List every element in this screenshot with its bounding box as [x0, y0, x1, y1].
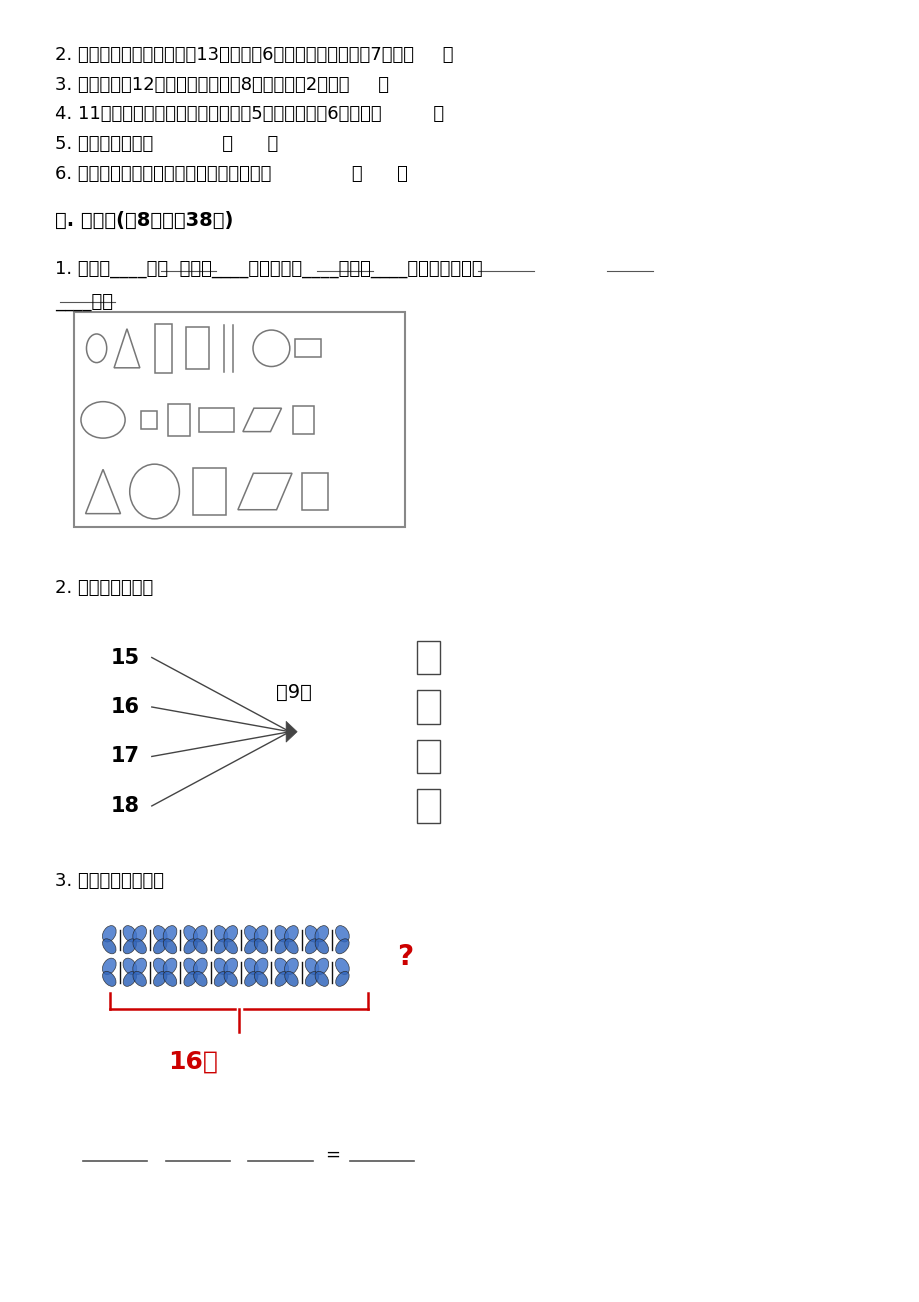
Ellipse shape	[335, 971, 349, 987]
Text: 2. 小美看一本故事书，看了13页，还有6页没有看。这本书有7页。（     ）: 2. 小美看一本故事书，看了13页，还有6页没有看。这本书有7页。（ ）	[55, 46, 453, 64]
Bar	[186, 327, 210, 370]
Ellipse shape	[132, 926, 146, 941]
Ellipse shape	[123, 939, 137, 954]
Ellipse shape	[305, 958, 319, 974]
Bar	[416, 641, 439, 674]
Ellipse shape	[193, 926, 207, 941]
Ellipse shape	[284, 939, 298, 954]
Ellipse shape	[284, 971, 298, 987]
Ellipse shape	[102, 958, 116, 974]
Ellipse shape	[305, 926, 319, 941]
Bar	[141, 411, 157, 430]
Ellipse shape	[244, 958, 258, 974]
Text: ?: ?	[396, 943, 413, 971]
Ellipse shape	[305, 971, 319, 987]
Ellipse shape	[214, 939, 228, 954]
Ellipse shape	[184, 926, 198, 941]
Ellipse shape	[214, 971, 228, 987]
Ellipse shape	[275, 958, 289, 974]
Ellipse shape	[193, 958, 207, 974]
Text: 16个: 16个	[168, 1049, 218, 1073]
Bar	[416, 740, 439, 773]
Ellipse shape	[314, 958, 328, 974]
Ellipse shape	[314, 939, 328, 954]
Text: ____个。: ____个。	[55, 293, 113, 311]
Ellipse shape	[214, 958, 228, 974]
Ellipse shape	[102, 971, 116, 987]
Ellipse shape	[132, 971, 146, 987]
Ellipse shape	[163, 971, 176, 987]
Text: 15: 15	[110, 647, 140, 668]
Ellipse shape	[163, 958, 176, 974]
Bar	[293, 406, 313, 435]
Polygon shape	[286, 721, 297, 742]
Bar	[155, 324, 172, 372]
Bar	[193, 467, 226, 514]
Ellipse shape	[153, 971, 167, 987]
Ellipse shape	[102, 926, 116, 941]
Ellipse shape	[132, 939, 146, 954]
Ellipse shape	[223, 926, 237, 941]
Ellipse shape	[254, 926, 267, 941]
Ellipse shape	[335, 939, 349, 954]
Ellipse shape	[123, 971, 137, 987]
Ellipse shape	[193, 939, 207, 954]
Ellipse shape	[123, 926, 137, 941]
Ellipse shape	[163, 926, 176, 941]
Ellipse shape	[275, 971, 289, 987]
Ellipse shape	[214, 926, 228, 941]
Ellipse shape	[275, 926, 289, 941]
Ellipse shape	[102, 939, 116, 954]
Ellipse shape	[132, 958, 146, 974]
Text: 5. 圆形就是圆球。            （      ）: 5. 圆形就是圆球。 （ ）	[55, 135, 278, 154]
Ellipse shape	[244, 926, 258, 941]
Ellipse shape	[314, 971, 328, 987]
Text: 4. 11个小朋友排成一排，小红前面有5个人，后面有6个人。（         ）: 4. 11个小朋友排成一排，小红前面有5个人，后面有6个人。（ ）	[55, 105, 444, 124]
Text: －9＝: －9＝	[276, 684, 312, 702]
Ellipse shape	[335, 926, 349, 941]
Ellipse shape	[244, 971, 258, 987]
Ellipse shape	[223, 958, 237, 974]
Text: 2. 谁比我算得快。: 2. 谁比我算得快。	[55, 579, 153, 598]
Bar	[199, 409, 233, 432]
Text: 三. 填空题(共8题，共38分): 三. 填空题(共8题，共38分)	[55, 211, 233, 230]
Text: 16: 16	[110, 697, 140, 717]
Ellipse shape	[193, 971, 207, 987]
Ellipse shape	[314, 926, 328, 941]
Text: 6. 平行四边形和长方形一样，都叫四边形。              （      ）: 6. 平行四边形和长方形一样，都叫四边形。 （ ）	[55, 165, 408, 184]
Bar	[416, 690, 439, 724]
Text: 17: 17	[110, 746, 140, 767]
Ellipse shape	[223, 939, 237, 954]
Text: 18: 18	[110, 796, 140, 816]
Bar	[416, 789, 439, 823]
Ellipse shape	[284, 926, 298, 941]
Ellipse shape	[284, 958, 298, 974]
Ellipse shape	[123, 958, 137, 974]
Bar	[301, 473, 327, 509]
Ellipse shape	[254, 971, 267, 987]
Text: 3. 小摊一共有12个风车，小明买了8个，还剩下2个。（     ）: 3. 小摊一共有12个风车，小明买了8个，还剩下2个。（ ）	[55, 76, 389, 94]
Ellipse shape	[223, 971, 237, 987]
Ellipse shape	[244, 939, 258, 954]
Ellipse shape	[254, 958, 267, 974]
Text: 3. 看一看，填一填。: 3. 看一看，填一填。	[55, 872, 164, 891]
Ellipse shape	[163, 939, 176, 954]
Ellipse shape	[153, 958, 167, 974]
Ellipse shape	[184, 939, 198, 954]
Ellipse shape	[275, 939, 289, 954]
Ellipse shape	[335, 958, 349, 974]
Bar	[295, 339, 321, 357]
Text: =: =	[325, 1146, 340, 1164]
Ellipse shape	[153, 926, 167, 941]
Ellipse shape	[153, 939, 167, 954]
Bar	[168, 404, 190, 435]
Ellipse shape	[184, 971, 198, 987]
Ellipse shape	[254, 939, 267, 954]
Ellipse shape	[305, 939, 319, 954]
Ellipse shape	[184, 958, 198, 974]
Bar	[74, 312, 404, 527]
Text: 1. 长方形____个，  正方形____个，三角形____个，圆____个，平行四边形: 1. 长方形____个， 正方形____个，三角形____个，圆____个，平行…	[55, 260, 482, 279]
